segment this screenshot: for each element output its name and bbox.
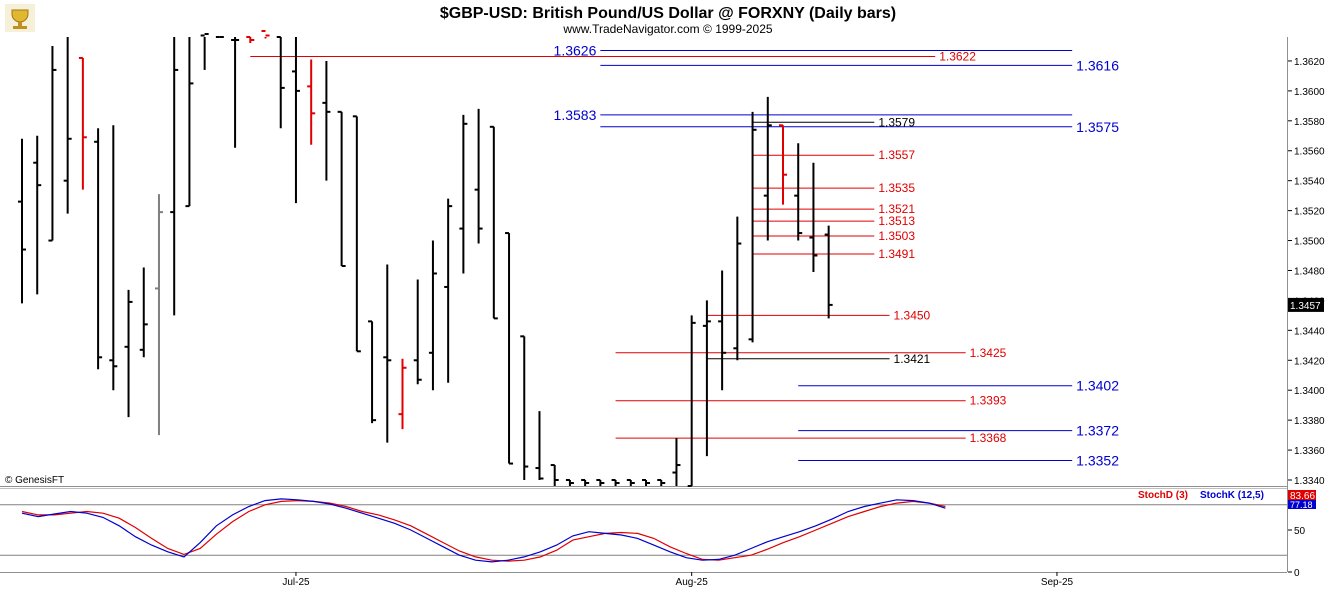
chart-subtitle: www.TradeNavigator.com © 1999-2025 — [562, 22, 772, 36]
red-level-label: 1.3450 — [894, 308, 931, 322]
stochk-value-box — [1288, 500, 1316, 509]
red-level-label: 1.3425 — [970, 346, 1007, 360]
price-pane — [0, 37, 1287, 486]
last-price-label: 1.3457 — [1290, 301, 1321, 312]
stoch-series-line — [21, 499, 946, 562]
trophy-icon — [5, 4, 35, 32]
price-tick-label: 1.3420 — [1294, 356, 1325, 367]
stoch-grid: 50 0 — [0, 504, 1306, 579]
date-tick-label: Sep-25 — [1041, 577, 1074, 588]
blue-level-label: 1.3616 — [1076, 57, 1119, 73]
level-lines: 1.3626 1.3616 1.3583 1.3575 1.3402 1.3372 1.33… — [250, 42, 1119, 469]
stoch-lines — [21, 498, 946, 563]
stochk-value: 77.18 — [1290, 500, 1313, 510]
stoch-tick-label: 0 — [1294, 568, 1300, 579]
black-level-label: 1.3579 — [878, 115, 915, 129]
price-tick-label: 1.3540 — [1294, 177, 1325, 188]
red-level-label: 1.3503 — [878, 229, 915, 243]
price-tick-label: 1.3480 — [1294, 266, 1325, 277]
chart-title: $GBP-USD: British Pound/US Dollar @ FORX… — [440, 5, 896, 22]
red-level-label: 1.3521 — [878, 202, 915, 216]
ohlc-bars — [18, 30, 833, 487]
last-price-marker: 1.3457 — [1288, 297, 1324, 312]
blue-level-label: 1.3583 — [554, 107, 597, 123]
red-level-label: 1.3491 — [878, 247, 915, 261]
red-level-label: 1.3368 — [970, 431, 1007, 445]
price-tick-label: 1.3600 — [1294, 87, 1325, 98]
price-tick-label: 1.3400 — [1294, 386, 1325, 397]
stochk-legend: StochK (12,5) — [1200, 490, 1264, 501]
watermark: © GenesisFT — [5, 475, 64, 486]
red-level-label: 1.3557 — [878, 148, 915, 162]
price-tick-label: 1.3440 — [1294, 326, 1325, 337]
stoch-tick-label: 50 — [1294, 526, 1306, 537]
red-level-label: 1.3513 — [878, 214, 915, 228]
blue-level-label: 1.3372 — [1076, 423, 1119, 439]
price-tick-label: 1.3500 — [1294, 237, 1325, 248]
blue-level-label: 1.3402 — [1076, 378, 1119, 394]
price-tick-label: 1.3520 — [1294, 207, 1325, 218]
red-level-label: 1.3622 — [939, 49, 976, 63]
stochd-legend: StochD (3) — [1138, 490, 1188, 501]
date-tick-label: Aug-25 — [676, 577, 709, 588]
price-tick-label: 1.3360 — [1294, 446, 1325, 457]
header: $GBP-USD: British Pound/US Dollar @ FORX… — [5, 4, 896, 36]
blue-level-label: 1.3626 — [554, 42, 597, 58]
red-level-label: 1.3393 — [970, 394, 1007, 408]
stochd-value-box — [1288, 490, 1316, 500]
date-axis: Jul-25 Aug-25 Sep-25 — [282, 572, 1074, 588]
price-tick-label: 1.3380 — [1294, 416, 1325, 427]
red-level-label: 1.3535 — [878, 181, 915, 195]
price-tick-label: 1.3580 — [1294, 117, 1325, 128]
price-axis: 1.3620 1.3600 1.3580 1.3560 1.3540 1.3520 1.35… — [1288, 57, 1325, 487]
stochd-value: 83.66 — [1290, 491, 1315, 502]
stoch-series-line — [21, 498, 946, 563]
last-price-box — [1288, 297, 1324, 312]
blue-level-label: 1.3352 — [1076, 453, 1119, 469]
price-tick-label: 1.3340 — [1294, 476, 1325, 487]
date-tick-label: Jul-25 — [282, 577, 310, 588]
price-tick-label: 1.3620 — [1294, 57, 1325, 68]
blue-level-label: 1.3575 — [1076, 119, 1119, 135]
price-tick-label: 1.3560 — [1294, 147, 1325, 158]
black-level-label: 1.3421 — [894, 352, 931, 366]
